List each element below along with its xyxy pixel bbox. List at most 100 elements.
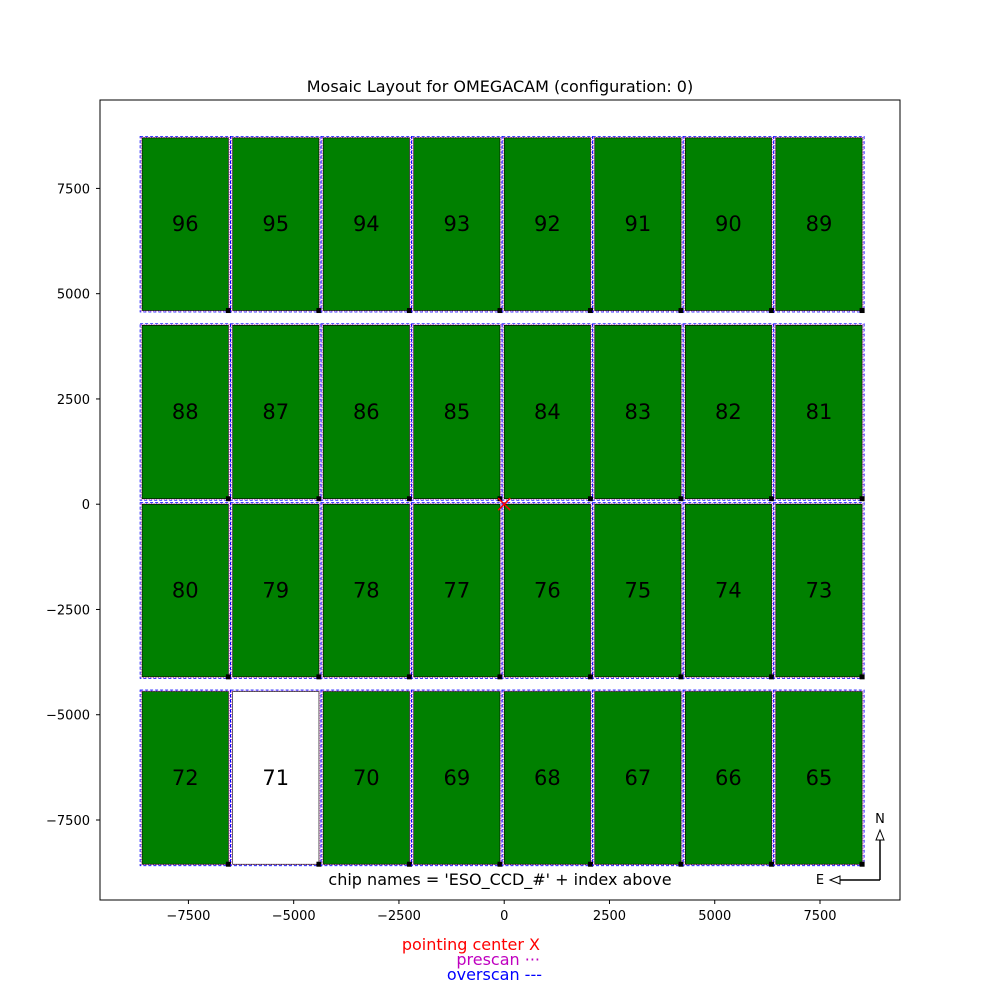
chip-overscan-outline: [773, 135, 865, 313]
chip-75: 75: [592, 502, 684, 680]
chip-corner-marker: [406, 861, 412, 867]
chip-prescan-outline: [321, 503, 411, 678]
chip-overscan-outline: [411, 135, 503, 313]
x-tick-label: −5000: [272, 909, 316, 924]
chip-corner-marker: [225, 861, 231, 867]
chip-93: 93: [411, 135, 503, 314]
east-arrow-head-icon: [828, 875, 841, 885]
chip-label: 93: [443, 212, 470, 236]
chip-rect: [141, 137, 229, 311]
y-tick-label: 7500: [57, 182, 90, 197]
chip-prescan-outline: [412, 690, 502, 866]
chip-overscan-outline: [139, 323, 231, 501]
y-tick-label: 0: [82, 498, 90, 513]
chip-rect: [232, 691, 320, 865]
chip-rect: [775, 691, 863, 865]
chip-label: 83: [625, 400, 652, 424]
chip-overscan-outline: [592, 502, 684, 679]
chip-prescan-outline: [502, 137, 592, 312]
chip-rect: [413, 137, 501, 311]
chip-rect: [503, 137, 591, 311]
chip-rect: [232, 137, 320, 311]
chip-rect: [594, 503, 682, 678]
chip-80: 80: [139, 502, 231, 680]
y-tick-label: 2500: [57, 393, 90, 408]
chip-label: 81: [806, 400, 833, 424]
chip-corner-marker: [225, 308, 231, 314]
chip-rect: [232, 503, 320, 678]
chip-name-annotation: chip names = 'ESO_CCD_#' + index above: [328, 870, 671, 890]
chip-74: 74: [682, 502, 775, 680]
chip-86: 86: [320, 323, 412, 502]
chip-91: 91: [592, 135, 684, 314]
chip-prescan-outline: [231, 503, 321, 678]
chip-label: 88: [172, 400, 199, 424]
chip-89: 89: [773, 135, 865, 314]
chip-95: 95: [230, 135, 322, 314]
legend-prescan: prescan ···: [456, 950, 540, 969]
chip-rect: [684, 691, 772, 865]
chip-corner-marker: [859, 496, 865, 502]
chip-label: 84: [534, 400, 561, 424]
chip-79: 79: [230, 502, 322, 680]
chip-70: 70: [320, 689, 412, 867]
chip-label: 90: [715, 212, 742, 236]
chip-prescan-outline: [412, 137, 502, 312]
chip-prescan-outline: [593, 503, 683, 678]
chip-prescan-outline: [683, 690, 773, 866]
chip-label: 82: [715, 400, 742, 424]
chip-rect: [775, 503, 863, 678]
chip-overscan-outline: [139, 689, 231, 867]
chip-prescan-outline: [231, 324, 321, 500]
chip-rect: [503, 691, 591, 865]
chip-81: 81: [773, 323, 865, 502]
chip-label: 76: [534, 579, 561, 603]
chip-65: 65: [773, 689, 865, 867]
chip-overscan-outline: [411, 323, 503, 501]
chip-prescan-outline: [321, 690, 411, 866]
chip-prescan-outline: [683, 503, 773, 678]
chip-rect: [322, 137, 410, 311]
chips-layer: 96 95 94 93 92 91 90 89 88 87 86 85 84 83 82 81 80 79 78 77…: [139, 135, 865, 867]
chip-label: 73: [806, 579, 833, 603]
chip-rect: [232, 324, 320, 500]
chip-83: 83: [592, 323, 684, 502]
chip-label: 95: [262, 212, 289, 236]
chip-corner-marker: [769, 861, 775, 867]
chip-overscan-outline: [592, 135, 684, 313]
chip-overscan-outline: [773, 502, 865, 679]
chip-corner-marker: [859, 674, 865, 680]
chip-prescan-outline: [593, 137, 683, 312]
chip-prescan-outline: [593, 690, 683, 866]
x-tick-label: 5000: [698, 909, 731, 924]
chip-overscan-outline: [139, 502, 231, 679]
chip-prescan-outline: [502, 324, 592, 500]
chip-overscan-outline: [230, 502, 322, 679]
chip-rect: [594, 137, 682, 311]
chip-prescan-outline: [412, 503, 502, 678]
x-tick-label: 0: [500, 909, 508, 924]
chip-prescan-outline: [412, 324, 502, 500]
x-tick-label: 2500: [593, 909, 626, 924]
chip-rect: [141, 324, 229, 500]
chip-label: 70: [353, 766, 380, 790]
chip-corner-marker: [859, 308, 865, 314]
chip-prescan-outline: [321, 137, 411, 312]
chip-78: 78: [320, 502, 412, 680]
chip-rect: [684, 137, 772, 311]
chip-overscan-outline: [139, 135, 231, 313]
chip-corner-marker: [497, 861, 503, 867]
chip-85: 85: [411, 323, 503, 502]
chip-corner-marker: [678, 308, 684, 314]
chip-prescan-outline: [683, 137, 773, 312]
chip-corner-marker: [678, 674, 684, 680]
chip-rect: [775, 137, 863, 311]
chip-corner-marker: [678, 496, 684, 502]
chip-corner-marker: [497, 674, 503, 680]
chip-prescan-outline: [140, 324, 230, 500]
chip-96: 96: [139, 135, 231, 314]
chip-77: 77: [411, 502, 503, 680]
chip-prescan-outline: [321, 324, 411, 500]
chip-corner-marker: [406, 308, 412, 314]
